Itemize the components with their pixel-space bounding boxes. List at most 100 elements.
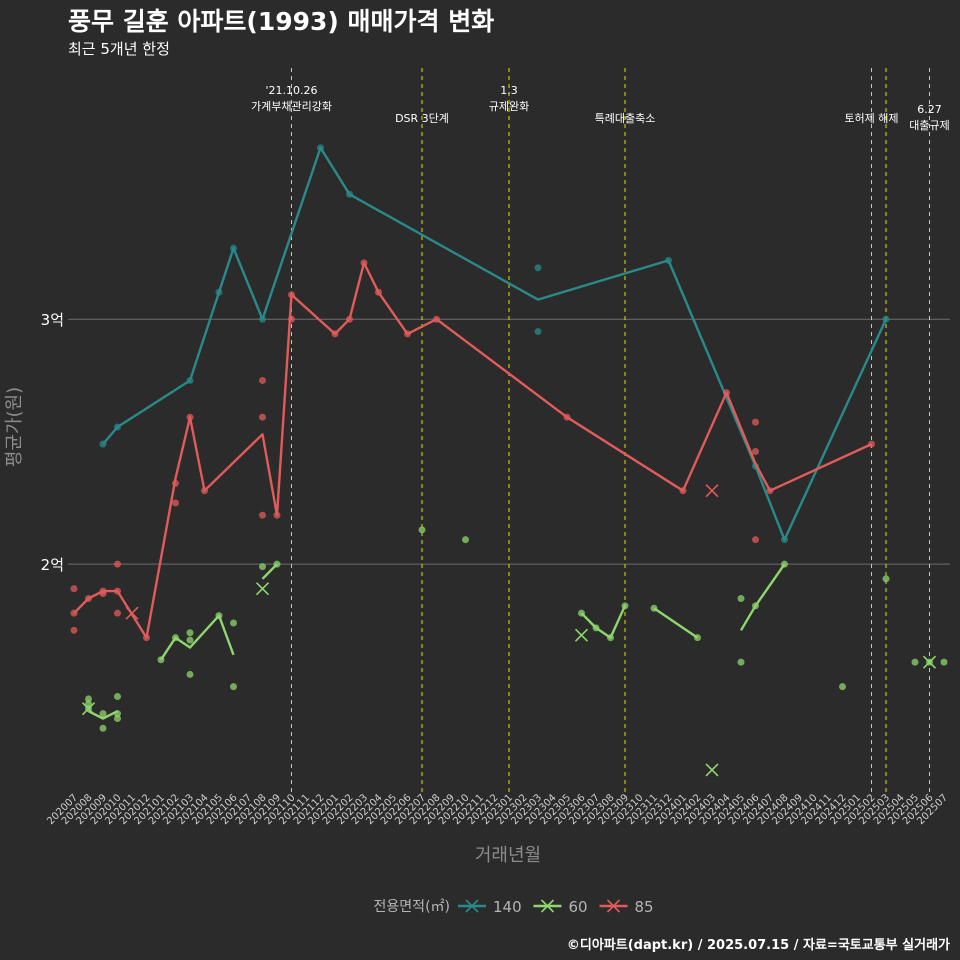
data-point-60 <box>752 602 759 610</box>
data-point-85 <box>143 634 150 642</box>
data-point-140 <box>665 256 672 264</box>
data-point-60 <box>650 604 658 612</box>
series-line-60 <box>739 563 786 631</box>
y-axis-title: 평균가(원) <box>4 387 25 467</box>
legend-marker-85 <box>606 899 621 913</box>
data-point-85 <box>172 479 179 487</box>
data-point-85 <box>433 315 440 323</box>
data-point-85 <box>85 594 92 602</box>
data-point-140 <box>230 244 237 252</box>
data-point-60 <box>215 612 223 620</box>
data-point-85 <box>346 315 353 323</box>
data-point-60 <box>578 609 585 617</box>
data-point-85 <box>679 487 687 495</box>
data-point-85 <box>259 511 266 519</box>
data-point-60 <box>172 634 179 642</box>
event-label: '21.10.26 가계부채관리강화 <box>251 84 332 113</box>
legend-label: 140 <box>493 898 522 916</box>
data-point-85 <box>201 487 208 495</box>
data-point-85 <box>868 440 875 448</box>
data-point-140 <box>882 315 890 323</box>
data-point-85 <box>114 560 121 568</box>
data-point-60 <box>273 560 281 568</box>
data-point-85 <box>70 609 78 617</box>
data-point-60 <box>259 563 266 571</box>
series-line-140 <box>102 146 888 541</box>
data-point-60 <box>418 526 426 534</box>
data-point-85 <box>752 418 759 426</box>
cancelled-marker-85 <box>705 484 719 498</box>
data-point-140 <box>215 288 223 296</box>
data-point-85 <box>752 536 759 544</box>
data-point-85 <box>331 330 339 338</box>
data-point-85 <box>114 587 121 595</box>
data-point-60 <box>114 692 121 700</box>
data-point-60 <box>940 658 948 666</box>
series-line-60 <box>159 614 235 661</box>
chart-subtitle: 최근 5개년 한정 <box>68 40 170 58</box>
data-point-140 <box>186 376 194 384</box>
data-point-85 <box>259 376 266 384</box>
legend-title: 전용면적(㎡) <box>374 899 450 915</box>
data-point-140 <box>534 327 542 335</box>
data-point-60 <box>186 636 194 644</box>
data-point-60 <box>781 560 788 568</box>
data-point-140 <box>99 440 107 448</box>
data-point-60 <box>114 715 121 723</box>
chart-title: 풍무 길훈 아파트(1993) 매매가격 변화 <box>68 7 495 36</box>
data-point-85 <box>404 330 411 338</box>
data-point-85 <box>563 413 571 421</box>
data-point-85 <box>375 288 382 296</box>
data-point-85 <box>70 626 78 634</box>
source-caption: ©디아파트(dapt.kr) / 2025.07.15 / 자료=국토교통부 실… <box>566 938 950 953</box>
data-point-140 <box>259 315 266 323</box>
series-line-60 <box>580 605 627 639</box>
data-point-140 <box>317 144 324 152</box>
data-point-60 <box>230 683 237 691</box>
event-label: 6.27 대출규제 <box>909 103 949 132</box>
x-axis-title: 거래년월 <box>475 845 541 866</box>
data-point-60 <box>737 658 745 666</box>
data-point-60 <box>230 619 237 627</box>
data-point-60 <box>114 710 121 718</box>
cancelled-marker-60 <box>922 655 937 669</box>
data-point-85 <box>172 499 179 507</box>
y-tick-label: 3억 <box>41 311 64 329</box>
data-point-85 <box>186 413 194 421</box>
data-point-85 <box>70 585 78 593</box>
event-label: 특례대출축소 <box>595 112 656 125</box>
data-point-60 <box>621 602 629 610</box>
data-point-85 <box>288 315 295 323</box>
data-point-85 <box>766 487 774 495</box>
data-point-140 <box>781 536 788 544</box>
data-point-60 <box>186 629 194 637</box>
data-point-60 <box>839 683 846 691</box>
cancelled-marker-60 <box>81 702 96 716</box>
data-point-60 <box>85 700 92 708</box>
event-label: 1.3 규제완화 <box>489 84 529 113</box>
data-point-60 <box>157 656 165 664</box>
data-point-140 <box>114 423 121 431</box>
event-label: DSR 3단계 <box>395 112 449 125</box>
data-point-85 <box>288 291 295 299</box>
legend-label: 85 <box>635 898 654 916</box>
data-point-60 <box>592 624 600 632</box>
data-point-85 <box>99 590 107 598</box>
data-point-85 <box>723 389 730 397</box>
series-line-60 <box>653 607 699 639</box>
legend-marker-60 <box>540 899 555 913</box>
data-point-85 <box>360 259 368 267</box>
data-point-85 <box>114 609 121 617</box>
y-tick-label: 2억 <box>41 556 64 574</box>
cancelled-marker-60 <box>705 763 719 777</box>
data-point-60 <box>882 575 890 583</box>
legend-marker-140 <box>465 899 479 913</box>
data-point-60 <box>462 536 469 544</box>
data-point-60 <box>694 634 701 642</box>
data-point-60 <box>85 695 92 703</box>
data-point-60 <box>99 724 107 732</box>
data-point-60 <box>607 634 614 642</box>
data-point-85 <box>259 413 266 421</box>
cancelled-marker-85 <box>125 606 139 620</box>
